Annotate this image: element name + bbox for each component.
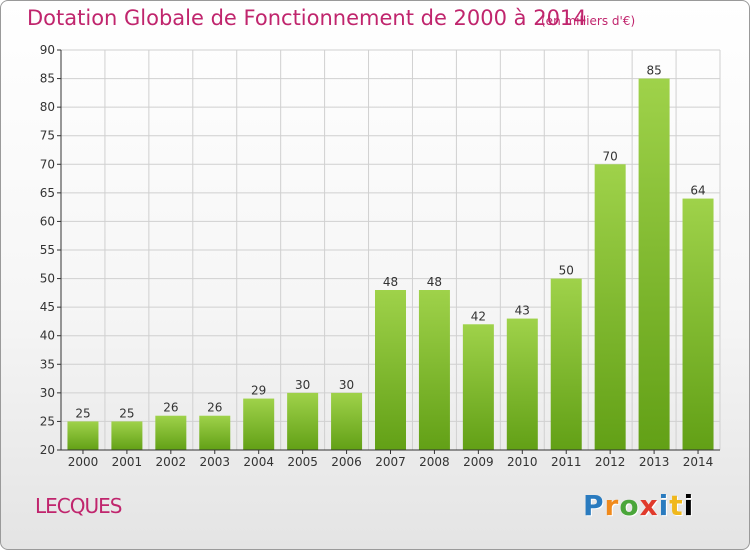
x-tick-label: 2012 [595, 455, 626, 469]
y-tick-label: 70 [40, 157, 55, 171]
data-label: 26 [207, 401, 222, 415]
bar [550, 278, 582, 450]
bar [199, 415, 231, 450]
data-label: 29 [251, 384, 266, 398]
bar [331, 392, 363, 450]
y-tick-label: 75 [40, 129, 55, 143]
x-tick-label: 2011 [551, 455, 582, 469]
axes [57, 49, 720, 454]
bar [155, 415, 187, 450]
bar [638, 78, 670, 451]
data-label: 43 [515, 304, 530, 318]
data-label: 85 [646, 64, 661, 78]
chart-subtitle: (en milliers d'€) [541, 14, 636, 28]
logo-letter: P [583, 489, 605, 522]
bar [682, 198, 714, 450]
bar [506, 318, 538, 450]
x-tick-label: 2014 [683, 455, 714, 469]
data-label: 26 [163, 401, 178, 415]
data-label: 50 [559, 264, 574, 278]
x-tick-label: 2009 [463, 455, 494, 469]
y-tick-label: 60 [40, 214, 55, 228]
logo-letter: x [639, 489, 659, 522]
y-tick-label: 50 [40, 272, 55, 286]
y-tick-label: 20 [40, 443, 55, 457]
bar [594, 164, 626, 451]
y-tick-label: 25 [40, 414, 55, 428]
data-label: 25 [119, 406, 134, 420]
labels: 20 25 30 35 40 45 50 55 60 65 70 75 80 85 90 25 2000 25 20… [40, 43, 714, 469]
data-label: 64 [690, 184, 705, 198]
logo-letter: r [604, 489, 620, 522]
bar [462, 324, 494, 450]
data-label: 70 [603, 149, 618, 163]
bar [111, 421, 143, 450]
logo-letter: i [658, 489, 670, 522]
y-tick-label: 55 [40, 243, 55, 257]
y-tick-label: 85 [40, 72, 55, 86]
x-tick-label: 2013 [639, 455, 670, 469]
x-tick-label: 2001 [112, 455, 143, 469]
x-tick-label: 2002 [156, 455, 187, 469]
y-tick-label: 90 [40, 43, 55, 57]
y-tick-label: 65 [40, 186, 55, 200]
logo-letter: o [619, 489, 640, 522]
x-tick-label: 2004 [243, 455, 274, 469]
proxiti-logo[interactable]: Proxiti [583, 489, 694, 522]
y-tick-label: 30 [40, 386, 55, 400]
data-label: 48 [383, 275, 398, 289]
y-tick-label: 80 [40, 100, 55, 114]
bars [67, 78, 714, 451]
x-tick-label: 2005 [287, 455, 318, 469]
data-label: 42 [471, 309, 486, 323]
y-tick-label: 35 [40, 357, 55, 371]
bar [375, 290, 406, 450]
x-tick-label: 2000 [68, 455, 99, 469]
logo-letter: i [683, 489, 695, 522]
y-tick-label: 45 [40, 300, 55, 314]
data-label: 30 [339, 378, 354, 392]
bar [243, 398, 275, 450]
x-tick-label: 2007 [375, 455, 406, 469]
bar [67, 421, 99, 450]
x-tick-label: 2008 [419, 455, 450, 469]
town-name: LECQUES [35, 494, 122, 518]
x-tick-label: 2006 [331, 455, 362, 469]
bar [287, 392, 319, 450]
chart-title: Dotation Globale de Fonctionnement de 20… [27, 6, 587, 30]
bar [418, 290, 450, 450]
data-label: 30 [295, 378, 310, 392]
y-tick-label: 40 [40, 329, 55, 343]
data-label: 48 [427, 275, 442, 289]
data-label: 25 [75, 406, 90, 420]
logo-letter: t [669, 489, 684, 522]
x-tick-label: 2003 [199, 455, 230, 469]
x-tick-label: 2010 [507, 455, 538, 469]
